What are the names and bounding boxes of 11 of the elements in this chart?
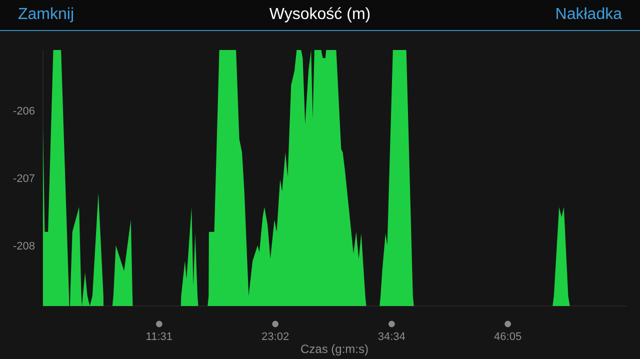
- y-tick-label: -208: [12, 240, 35, 252]
- chart-title: Wysokość (m): [269, 6, 371, 23]
- y-tick-label: -207: [12, 172, 35, 185]
- x-tick-label: 34:34: [378, 331, 406, 343]
- text: Zamknij: [18, 6, 74, 24]
- y-tick-label: -206: [12, 106, 35, 118]
- text: Nakładka: [555, 6, 622, 24]
- x-axis-title: Czas (g:m:s): [300, 342, 369, 356]
- x-tick-label: 46:05: [494, 331, 522, 343]
- x-tick-label: 11:31: [146, 331, 173, 343]
- x-tick-label: 23:02: [262, 331, 290, 343]
